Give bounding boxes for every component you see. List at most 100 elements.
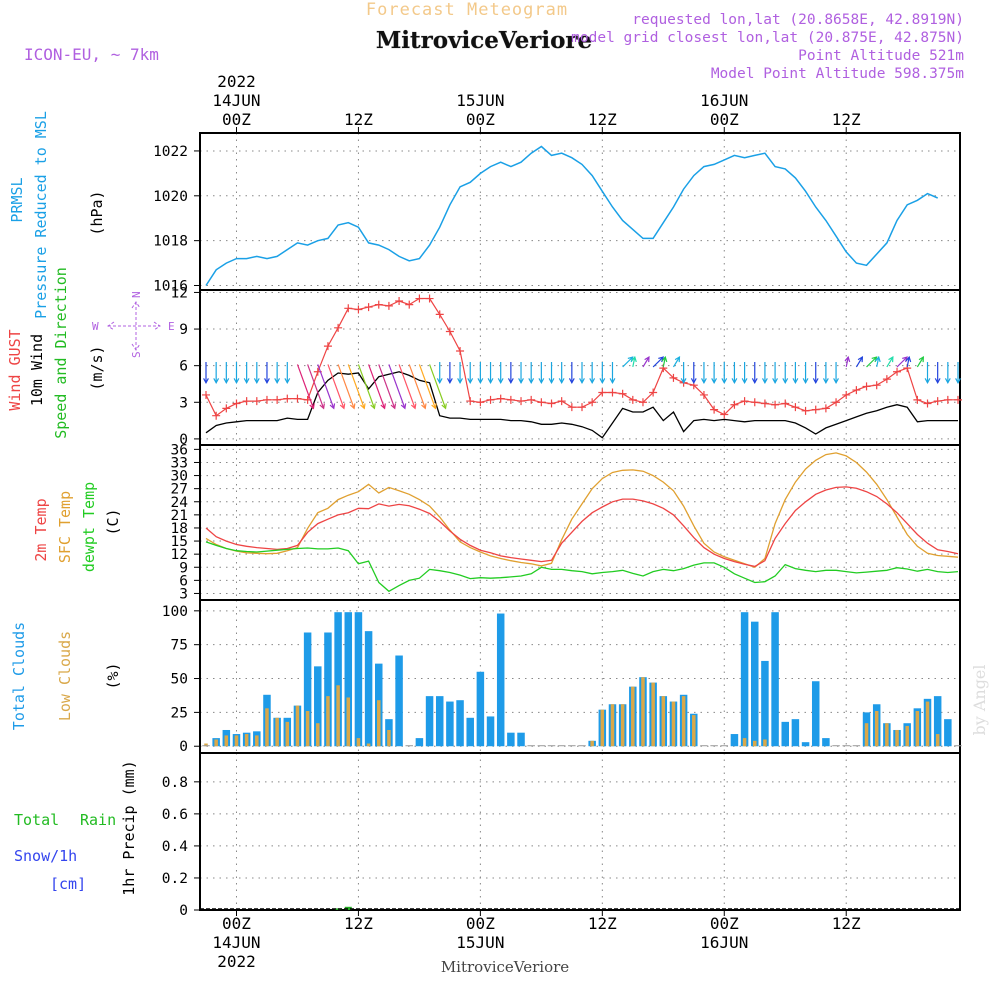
- wind-arrowhead: [253, 378, 260, 385]
- total-cloud-bar: [811, 681, 820, 747]
- y-tick-label: 15: [171, 534, 188, 550]
- gust-marker: [212, 411, 221, 420]
- low-cloud-bar: [336, 685, 340, 747]
- total-cloud-bar: [364, 631, 373, 747]
- precip-rain-label: Rain: [80, 811, 116, 829]
- top-time-label: 16JUN: [700, 91, 748, 110]
- sfc-temp-label: SFC Temp: [56, 491, 74, 563]
- wind-arrowhead: [875, 355, 881, 363]
- wind-arrow: [845, 357, 849, 368]
- temp-2m-label: 2m Temp: [32, 498, 50, 561]
- point-altitude: Point Altitude 521m: [798, 48, 964, 64]
- gust-marker: [862, 382, 871, 391]
- precip-total-label: Total: [14, 811, 59, 829]
- requested-location: requested lon,lat (20.8658E, 42.8919N): [632, 12, 964, 28]
- y-tick-label: 36: [171, 442, 188, 458]
- precip-snow-label: Snow/1h: [14, 847, 77, 865]
- top-time-label: 12Z: [344, 110, 373, 129]
- zero-cloud-bar: [537, 745, 546, 747]
- gust-marker: [923, 399, 932, 408]
- gust-marker: [283, 394, 292, 403]
- wind-arrowhead: [751, 378, 758, 385]
- wind-arrowhead: [761, 378, 768, 385]
- gust-marker: [832, 398, 841, 407]
- zero-cloud-bar: [842, 745, 850, 747]
- y-tick-label: 30: [171, 469, 188, 485]
- y-tick-label: 75: [171, 638, 188, 654]
- faded-title: Forecast Meteogram: [366, 0, 568, 20]
- y-tick-label: 1016: [153, 279, 188, 295]
- y-tick-label: 27: [171, 482, 188, 498]
- wind-arrowhead: [701, 378, 707, 385]
- wind-arrowhead: [223, 378, 230, 385]
- y-tick-label: 6: [179, 359, 188, 375]
- top-time-label: 15JUN: [456, 91, 504, 110]
- gust-marker: [557, 397, 566, 406]
- wind-arrowhead: [888, 356, 894, 363]
- wind-arrow: [327, 364, 345, 409]
- y-tick-label: 3: [179, 395, 188, 411]
- wind-arrow: [307, 364, 325, 409]
- wind-arrowhead: [644, 356, 650, 363]
- gust-marker: [740, 397, 749, 406]
- gust-marker: [872, 381, 881, 390]
- gust-marker: [852, 386, 861, 395]
- low-cloud-bar: [641, 677, 645, 747]
- gust-marker: [456, 347, 465, 356]
- wind-arrowhead: [589, 378, 596, 385]
- model-point-altitude: Model Point Altitude 598.375m: [711, 66, 964, 82]
- top-time-label: 12Z: [588, 110, 617, 129]
- wind-arrowhead: [609, 378, 616, 385]
- low-cloud-bar: [387, 729, 391, 747]
- gust-marker: [374, 300, 383, 309]
- dewpoint-label: dewpt Temp: [80, 482, 98, 572]
- total-cloud-bar: [751, 621, 759, 747]
- gust-marker: [323, 342, 332, 351]
- wind-arrowhead: [436, 378, 443, 385]
- wind-arrowhead: [329, 403, 336, 410]
- compass-s: S: [130, 351, 143, 358]
- wind-arrowhead: [680, 378, 687, 385]
- gust-marker: [344, 304, 353, 313]
- zero-cloud-bar: [710, 745, 718, 747]
- top-time-label: 00Z: [222, 110, 251, 129]
- low-cloud-bar: [295, 705, 300, 747]
- wind-arrowhead: [792, 378, 799, 385]
- total-clouds-label: Total Clouds: [10, 622, 28, 730]
- precip-snow-unit: [cm]: [50, 875, 86, 893]
- wind-arrow: [418, 364, 436, 409]
- low-cloud-bar: [316, 723, 320, 747]
- low-cloud-bar: [905, 725, 909, 747]
- total-cloud-bar: [791, 719, 800, 747]
- gust-marker: [760, 399, 769, 408]
- gust-marker: [699, 390, 708, 399]
- gust-marker: [354, 305, 363, 314]
- bottom-time-label: 16JUN: [700, 933, 748, 952]
- bottom-time-label: 14JUN: [212, 933, 260, 952]
- panel-frame: [199, 444, 961, 601]
- zero-cloud-bar: [832, 745, 840, 747]
- wind-arrow: [896, 356, 908, 368]
- zero-cloud-bar: [527, 745, 535, 747]
- gust-marker: [293, 394, 302, 403]
- total-cloud-bar: [944, 719, 952, 747]
- total-cloud-bar: [476, 671, 485, 747]
- wind-arrowhead: [661, 355, 668, 363]
- low-cloud-bar: [742, 738, 747, 747]
- low-cloud-bar: [885, 723, 889, 747]
- y-tick-label: 6: [179, 573, 188, 589]
- low-cloud-bar: [224, 735, 229, 747]
- total-cloud-bar: [324, 632, 332, 747]
- y-tick-label: 100: [162, 604, 188, 620]
- bottom-time-label: 12Z: [588, 914, 617, 933]
- pressure-label-long: Pressure Reduced to MSL: [32, 111, 50, 319]
- compass-w: W: [92, 320, 99, 333]
- wind-arrowhead: [844, 355, 851, 363]
- total-cloud-bar: [334, 612, 342, 747]
- total-cloud-bar: [354, 612, 363, 747]
- precip-unit: 1hr Precip (mm): [120, 760, 138, 895]
- gust-marker: [547, 399, 556, 408]
- y-tick-label: 0.4: [162, 839, 188, 855]
